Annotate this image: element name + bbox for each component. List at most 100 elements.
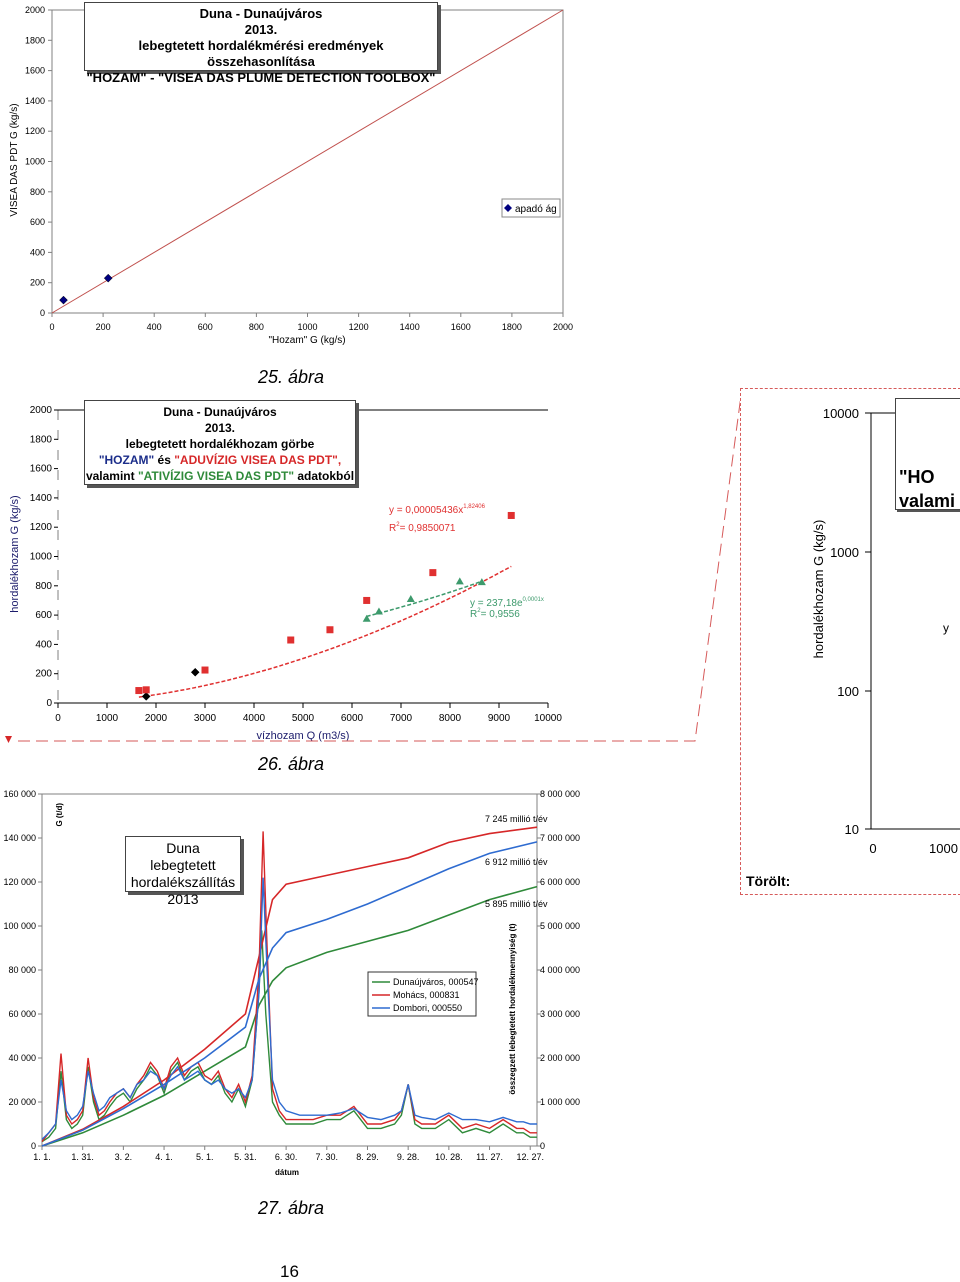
side-ytick: 100 (837, 684, 859, 699)
chart-27-ytick-right: 0 (540, 1141, 545, 1151)
chart-25-ytick: 1200 (25, 126, 45, 136)
side-connector (5, 387, 743, 743)
chart-25-title-line4: "HOZAM" - "VISEA DAS PLUME DETECTION TOO… (86, 70, 436, 85)
chart-27-xtick: 3. 2. (115, 1152, 133, 1162)
chart-27-ytick-left: 60 000 (8, 1009, 36, 1019)
chart-27-xtick: 7. 30. (316, 1152, 339, 1162)
chart-27-ytick-right: 5 000 000 (540, 921, 580, 931)
chart-26-ytick: 400 (35, 639, 52, 650)
chart-26-point (374, 607, 383, 615)
chart-25-legend (501, 198, 561, 218)
chart-26-trendline-0 (138, 565, 512, 698)
chart-27-ytick-left: 20 000 (8, 1097, 36, 1107)
chart-27-ytick-right: 4 000 000 (540, 965, 580, 975)
chart-26-xtick: 2000 (145, 713, 168, 724)
trend-green-r2: R2= 0,9556 (470, 608, 520, 620)
chart-27-ytick-left: 80 000 (8, 965, 36, 975)
chart-25-xtick: 1200 (349, 322, 369, 332)
chart-26-xlabel: vízhozam Q (m3/s) (257, 730, 350, 742)
chart-26-xtick: 6000 (341, 713, 364, 724)
chart-26-point (507, 511, 515, 519)
chart-26-title-line3: lebegtetett hordalékhozam görbe (125, 437, 315, 451)
chart-27-ytick-left: 120 000 (3, 877, 36, 887)
chart-27-xtick: 4. 1. (155, 1152, 173, 1162)
chart-26-ytick: 1200 (30, 522, 53, 533)
trend-red-equation: y = 0,00005436x1,82406 (389, 504, 486, 516)
chart-25-ytick: 2000 (25, 5, 45, 15)
side-equation-fragment: y (943, 621, 949, 635)
chart-27-cumulative-line-1 (41, 826, 538, 1147)
chart-27-xtick: 5. 1. (196, 1152, 214, 1162)
annotation-dombori: 6 912 millió t/év (485, 857, 548, 867)
chart-25-xtick: 1800 (502, 322, 522, 332)
chart-26-ytick: 1000 (30, 552, 53, 563)
caption-27: 27. ábra (258, 1198, 325, 1218)
chart-27-ytick-right: 2 000 000 (540, 1053, 580, 1063)
chart-26: 0 1000 2000 3000 4000 5000 6000 7000 8000 9000 100… (9, 405, 562, 742)
chart-27-title-line1: Duna (166, 840, 200, 856)
caption-25: 25. ábra (258, 367, 325, 387)
chart-25-xtick: 0 (49, 322, 54, 332)
chart-27-ytick-right: 7 000 000 (540, 833, 580, 843)
chart-27-xtick: 12. 27. (516, 1152, 544, 1162)
legend-label-mohacs: Mohács, 000831 (393, 990, 460, 1000)
deleted-label: Törölt: (746, 873, 790, 889)
chart-27-xtick: 1. 31. (71, 1152, 94, 1162)
chart-25-legend-marker (504, 204, 512, 212)
chart-27-xtick: 10. 28. (435, 1152, 463, 1162)
chart-26-title: Duna - Dunaújváros 2013. lebegtetett hor… (84, 400, 356, 485)
chart-27-ytick-left: 100 000 (3, 921, 36, 931)
trend-red-r2: R2= 0,9850071 (389, 522, 456, 534)
chart-25-ylabel: VISEA DAS PDT G (kg/s) (9, 103, 20, 216)
chart-26-point (455, 577, 464, 585)
chart-26-title-line5: valamint "ATIVÍZIG VISEA DAS PDT" adatok… (85, 469, 355, 483)
chart-25-xtick: 400 (147, 322, 162, 332)
legend-label-dombori: Dombori, 000550 (393, 1003, 462, 1013)
chart-27-ytick-left: 140 000 (3, 833, 36, 843)
chart-26-ytick: 600 (35, 610, 52, 621)
chart-25-ytick: 1000 (25, 157, 45, 167)
chart-25-ytick: 800 (30, 187, 45, 197)
chart-27: 0 20 000 40 000 60 000 80 000 100 000 120 000 1… (3, 789, 580, 1177)
chart-26-ytick: 200 (35, 669, 52, 680)
chart-26-side: 10000 1000 100 10 0 1000 hordalékhozam G… (746, 406, 960, 889)
chart-25-ytick: 400 (30, 247, 45, 257)
chart-26-ytick: 1800 (30, 434, 53, 445)
chart-27-ytick-left: 0 (31, 1141, 36, 1151)
chart-27-ytick-right: 1 000 000 (540, 1097, 580, 1107)
caption-26: 26. ábra (258, 754, 325, 774)
chart-25-title: Duna - Dunaújváros 2013. lebegtetett hor… (84, 2, 438, 85)
chart-26-point (326, 626, 334, 634)
chart-26-ytick: 800 (35, 581, 52, 592)
chart-26-ytick: 1400 (30, 493, 53, 504)
side-ytick: 10 (845, 822, 859, 837)
chart-25-point (59, 295, 68, 305)
chart-27-xtick: 9. 28. (397, 1152, 420, 1162)
side-ylabel: hordalékhozam G (kg/s) (811, 520, 826, 659)
chart-25-ytick: 1800 (25, 35, 45, 45)
chart-27-title-line2: lebegtetett hordalékszállítás (130, 857, 236, 890)
chart-26-ytick: 1600 (30, 464, 53, 475)
chart-26-point (287, 636, 295, 644)
chart-26-point (135, 687, 143, 695)
legend-label-dunaujvaros: Dunaújváros, 000547 (393, 977, 479, 987)
chart-27-xtick: 6. 30. (275, 1152, 298, 1162)
chart-26-xtick: 10000 (534, 713, 562, 724)
chart-26-trendline-1 (366, 580, 483, 618)
chart-27-xlabel: dátum (275, 1168, 299, 1177)
chart-25-ytick: 0 (40, 308, 45, 318)
chart-25-xtick: 2000 (553, 322, 573, 332)
chart-27-cumulative-line-2 (41, 841, 538, 1147)
chart-26-point (429, 569, 437, 577)
chart-25-xtick: 1000 (297, 322, 317, 332)
chart-25-xtick: 1400 (400, 322, 420, 332)
chart-26-point (362, 614, 371, 622)
chart-26-title-line4: "HOZAM" és "ADUVÍZIG VISEA DAS PDT", (98, 453, 342, 467)
trend-green-equation: y = 237,18e0,0001x (470, 597, 544, 609)
chart-25-ytick: 200 (30, 278, 45, 288)
chart-25-title-line2: 2013. (244, 22, 278, 37)
side-ytick: 1000 (830, 545, 859, 560)
chart-27-cumulative-line-0 (41, 885, 538, 1147)
chart-27-xtick: 8. 29. (356, 1152, 379, 1162)
chart-26-xtick: 1000 (96, 713, 119, 724)
